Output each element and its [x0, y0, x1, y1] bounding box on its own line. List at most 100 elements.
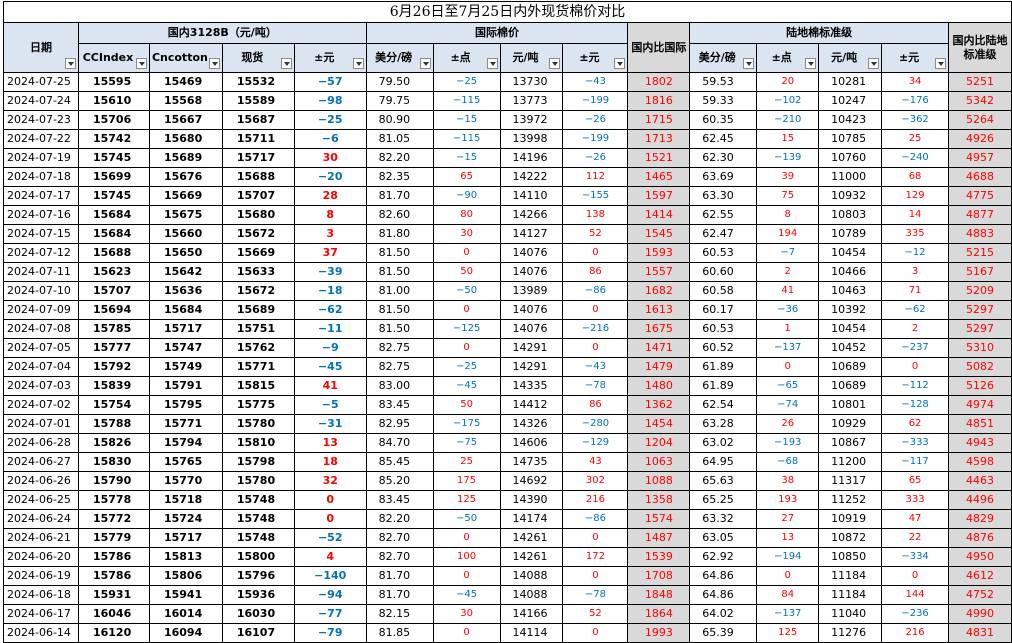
- cell-ld-diff: 4943: [948, 433, 1012, 453]
- cell-ld-chg: −237: [881, 338, 950, 358]
- cell-ld-cny: 10689: [818, 376, 883, 396]
- cell-ld-cny: 11040: [818, 604, 883, 624]
- cell-spot: 15748: [221, 490, 295, 510]
- header-ld-cny[interactable]: 元/吨: [818, 43, 883, 73]
- cell-date: 2024-06-18: [3, 585, 79, 605]
- cell-intl-pt: 80: [432, 205, 501, 225]
- cell-ld-cny: 11000: [818, 167, 883, 187]
- cell-intl-chg: 86: [562, 262, 629, 282]
- group-intl: 国际棉价: [365, 22, 629, 44]
- filter-dropdown-icon[interactable]: [549, 58, 561, 69]
- cell-ld-usd: 61.89: [689, 357, 758, 377]
- cell-intl-cny: 14076: [499, 300, 564, 320]
- cell-intl-chg: −199: [562, 129, 629, 149]
- cell-ld-diff: 4926: [948, 129, 1012, 149]
- cell-date: 2024-06-28: [3, 433, 79, 453]
- cell-ld-usd: 60.17: [689, 300, 758, 320]
- cell-intl-cny: 14076: [499, 262, 564, 282]
- filter-dropdown-icon[interactable]: [352, 58, 364, 69]
- filter-dropdown-icon[interactable]: [419, 58, 431, 69]
- cell-date: 2024-07-01: [3, 414, 79, 434]
- table-row: 2024-06-20 15786 15813 15800 4 82.70 100 14261 1…: [3, 547, 1012, 567]
- cell-intl-chg: −86: [562, 281, 629, 301]
- cell-ld-diff: 4612: [948, 566, 1012, 586]
- filter-dropdown-icon[interactable]: [486, 58, 498, 69]
- cell-spot: 15680: [221, 205, 295, 225]
- cell-intl-diff: 1816: [627, 91, 691, 111]
- cell-cncotton: 15675: [148, 205, 223, 225]
- cell-ld-diff: 4877: [948, 205, 1012, 225]
- cell-intl-usd: 81.70: [365, 186, 434, 206]
- filter-dropdown-icon[interactable]: [935, 58, 947, 69]
- header-ld-chg[interactable]: ±元: [881, 43, 950, 73]
- cell-intl-cny: 14088: [499, 585, 564, 605]
- cell-ld-cny: 10466: [818, 262, 883, 282]
- cell-chg: 3: [293, 224, 367, 244]
- cell-ld-diff: 4598: [948, 452, 1012, 472]
- cell-ld-diff: 5251: [948, 72, 1012, 92]
- cell-ld-cny: 10785: [818, 129, 883, 149]
- cell-intl-cny: 14076: [499, 319, 564, 339]
- cell-spot: 15796: [221, 566, 295, 586]
- cell-intl-pt: 50: [432, 395, 501, 415]
- table-row: 2024-06-19 15786 15806 15796 −140 81.70 0 14088…: [3, 566, 1012, 586]
- header-spot[interactable]: 现货: [221, 43, 295, 73]
- header-intl-usd[interactable]: 美分/磅: [365, 43, 434, 73]
- header-ld-usd[interactable]: 美分/磅: [689, 43, 758, 73]
- cell-spot: 15687: [221, 110, 295, 130]
- cell-spot: 15672: [221, 281, 295, 301]
- cell-intl-diff: 1414: [627, 205, 691, 225]
- cell-ld-chg: 0: [881, 566, 950, 586]
- header-intl-diff: 国内比国际: [627, 22, 691, 73]
- cell-spot: 15780: [221, 471, 295, 491]
- cell-ld-chg: 3: [881, 262, 950, 282]
- header-intl-pt-label: ±点: [450, 51, 471, 64]
- cell-intl-pt: 25: [432, 452, 501, 472]
- header-cncotton[interactable]: Cncotton: [148, 43, 223, 73]
- cell-cncotton: 15795: [148, 395, 223, 415]
- table-row: 2024-07-02 15754 15795 15775 −5 83.45 50 14412 8…: [3, 395, 1012, 415]
- filter-dropdown-icon[interactable]: [743, 58, 755, 69]
- filter-dropdown-icon[interactable]: [868, 58, 880, 69]
- cell-ld-diff: 5082: [948, 357, 1012, 377]
- cell-spot: 15707: [221, 186, 295, 206]
- cell-chg: 8: [293, 205, 367, 225]
- header-chg[interactable]: ±元: [293, 43, 367, 73]
- cell-intl-diff: 1545: [627, 224, 691, 244]
- filter-dropdown-icon[interactable]: [280, 58, 292, 69]
- cell-intl-chg: −43: [562, 72, 629, 92]
- filter-dropdown-icon[interactable]: [64, 58, 76, 69]
- cell-ld-pt: 8: [756, 205, 820, 225]
- header-intl-chg[interactable]: ±元: [562, 43, 629, 73]
- cell-ld-chg: −112: [881, 376, 950, 396]
- cell-ld-chg: −176: [881, 91, 950, 111]
- cell-ld-usd: 64.86: [689, 566, 758, 586]
- cell-cncotton: 15765: [148, 452, 223, 472]
- header-intl-pt[interactable]: ±点: [432, 43, 501, 73]
- filter-dropdown-icon[interactable]: [208, 58, 220, 69]
- header-date[interactable]: 日期: [3, 22, 79, 73]
- cell-cncotton: 15771: [148, 414, 223, 434]
- header-chg-label: ±元: [314, 51, 335, 64]
- cell-ld-cny: 10789: [818, 224, 883, 244]
- filter-dropdown-icon[interactable]: [614, 58, 626, 69]
- cell-intl-usd: 82.15: [365, 604, 434, 624]
- header-ld-pt[interactable]: ±点: [756, 43, 820, 73]
- cell-ld-chg: −334: [881, 547, 950, 567]
- cell-ccindex: 15830: [77, 452, 150, 472]
- cell-chg: 0: [293, 490, 367, 510]
- table-row: 2024-07-10 15707 15636 15672 −18 81.00 −50 1398…: [3, 281, 1012, 301]
- cell-ld-pt: −194: [756, 547, 820, 567]
- cell-ld-diff: 4990: [948, 604, 1012, 624]
- header-intl-cny[interactable]: 元/吨: [499, 43, 564, 73]
- cell-intl-cny: 14266: [499, 205, 564, 225]
- cell-chg: −98: [293, 91, 367, 111]
- filter-dropdown-icon[interactable]: [805, 58, 817, 69]
- filter-dropdown-icon[interactable]: [135, 58, 147, 69]
- cell-ld-diff: 4950: [948, 547, 1012, 567]
- header-ccindex[interactable]: CCIndex: [77, 43, 150, 73]
- table-row: 2024-06-21 15779 15717 15748 −52 82.70 0 14261 0…: [3, 528, 1012, 548]
- cell-cncotton: 15717: [148, 528, 223, 548]
- cell-date: 2024-07-15: [3, 224, 79, 244]
- cell-chg: 32: [293, 471, 367, 491]
